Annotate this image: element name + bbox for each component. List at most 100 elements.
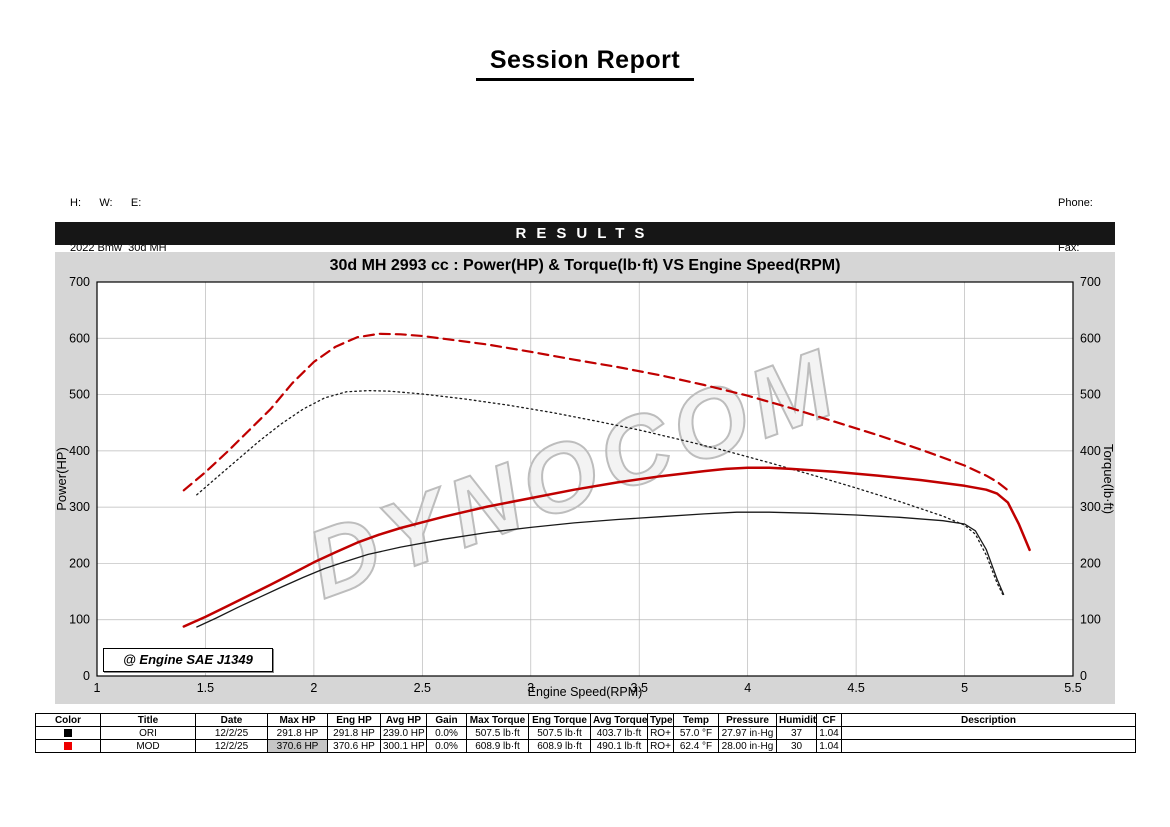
color-swatch — [64, 741, 72, 750]
column-header-gain: Gain — [426, 713, 467, 727]
left-axis-label: Power(HP) — [55, 447, 69, 511]
cell-pressure: 27.97 in·Hg — [718, 726, 777, 740]
table-header-row: Color Title Date Max HP Eng HP Avg HP Gain Max … — [35, 713, 1136, 727]
cell-title: ORI — [100, 726, 196, 740]
vehicle-info: H: W: E: 2022 Bmw 30d MH — [70, 166, 167, 286]
cell-type: RO+ — [647, 726, 674, 740]
column-header-pressure: Pressure — [718, 713, 777, 727]
cell-max-hp: 370.6 HP — [267, 739, 328, 753]
y-tick-label-left: 200 — [69, 556, 90, 570]
phone-label: Phone: — [1058, 197, 1093, 209]
cell-humidity: 37 — [776, 726, 817, 740]
x-tick-label: 1.5 — [197, 681, 214, 695]
y-tick-label-left: 500 — [69, 388, 90, 402]
x-axis-label: Engine Speed(RPM) — [528, 685, 643, 699]
cell-max-torque: 608.9 lb·ft — [466, 739, 529, 753]
cell-max-torque: 507.5 lb·ft — [466, 726, 529, 740]
cell-gain: 0.0% — [426, 739, 467, 753]
color-cell — [35, 739, 101, 753]
page-title: Session Report — [475, 46, 695, 81]
x-tick-label: 1 — [94, 681, 101, 695]
color-swatch — [64, 728, 72, 737]
table-row-mod: MOD 12/2/25 370.6 HP 370.6 HP 300.1 HP 0.0% 60… — [35, 739, 1136, 753]
column-header-eng-hp: Eng HP — [327, 713, 381, 727]
cell-eng-torque: 507.5 lb·ft — [528, 726, 591, 740]
cell-temp: 62.4 °F — [673, 739, 719, 753]
x-tick-label: 4 — [744, 681, 751, 695]
vehicle-name: 2022 Bmw 30d MH — [70, 242, 167, 254]
results-table: Color Title Date Max HP Eng HP Avg HP Gain Max … — [35, 713, 1136, 753]
column-header-max-torque: Max Torque — [466, 713, 529, 727]
table-row-ori: ORI 12/2/25 291.8 HP 291.8 HP 239.0 HP 0.0% 50… — [35, 726, 1136, 740]
cell-cf: 1.04 — [816, 726, 842, 740]
y-tick-label-left: 100 — [69, 613, 90, 627]
x-tick-label: 5.5 — [1064, 681, 1081, 695]
cell-cf: 1.04 — [816, 739, 842, 753]
cell-date: 12/2/25 — [195, 739, 268, 753]
right-axis-label: Torque(lb·ft) — [1101, 444, 1115, 514]
y-tick-label-right: 200 — [1080, 556, 1101, 570]
column-header-eng-torque: Eng Torque — [528, 713, 591, 727]
y-tick-label-right: 0 — [1080, 669, 1087, 683]
x-tick-label: 3.5 — [631, 681, 648, 695]
x-tick-label: 5 — [961, 681, 968, 695]
y-tick-label-left: 300 — [69, 500, 90, 514]
column-header-avg-torque: Avg Torque — [590, 713, 648, 727]
column-header-temp: Temp — [673, 713, 719, 727]
curve-mod-torque — [182, 332, 1010, 492]
cell-eng-hp: 291.8 HP — [327, 726, 381, 740]
column-header-humidity: Humidity — [776, 713, 817, 727]
sae-correction-text: @ Engine SAE J1349 — [123, 652, 253, 667]
cell-title: MOD — [100, 739, 196, 753]
column-header-cf: CF — [816, 713, 842, 727]
y-tick-label-right: 700 — [1080, 275, 1101, 289]
column-header-max-hp: Max HP — [267, 713, 328, 727]
cell-avg-hp: 300.1 HP — [380, 739, 427, 753]
cell-avg-torque: 490.1 lb·ft — [590, 739, 648, 753]
cell-date: 12/2/25 — [195, 726, 268, 740]
column-header-type: Type — [647, 713, 674, 727]
hwe-labels: H: W: E: — [70, 197, 142, 209]
y-tick-label-right: 400 — [1080, 444, 1101, 458]
sae-correction-label: @ Engine SAE J1349 — [103, 648, 273, 672]
page-title-wrap: Session Report — [0, 46, 1170, 81]
x-tick-label: 2 — [310, 681, 317, 695]
cell-description — [841, 739, 1136, 753]
cell-humidity: 30 — [776, 739, 817, 753]
column-header-description: Description — [841, 713, 1136, 727]
cell-pressure: 28.00 in·Hg — [718, 739, 777, 753]
cell-avg-hp: 239.0 HP — [380, 726, 427, 740]
x-tick-label: 3 — [527, 681, 534, 695]
column-header-avg-hp: Avg HP — [380, 713, 427, 727]
column-header-title: Title — [100, 713, 196, 727]
column-header-date: Date — [195, 713, 268, 727]
cell-eng-hp: 370.6 HP — [327, 739, 381, 753]
cell-description — [841, 726, 1136, 740]
cell-max-hp: 291.8 HP — [267, 726, 328, 740]
y-tick-label-left: 0 — [83, 669, 90, 683]
curve-mod-power — [182, 466, 1031, 628]
chart-title: 30d MH 2993 cc : Power(HP) & Torque(lb·f… — [329, 257, 841, 274]
cell-eng-torque: 608.9 lb·ft — [528, 739, 591, 753]
y-tick-label-right: 500 — [1080, 388, 1101, 402]
contact-info: Phone: Fax: — [1058, 166, 1093, 286]
cell-type: RO+ — [647, 739, 674, 753]
cell-temp: 57.0 °F — [673, 726, 719, 740]
y-tick-label-left: 600 — [69, 331, 90, 345]
y-tick-label-right: 600 — [1080, 331, 1101, 345]
y-tick-label-right: 100 — [1080, 613, 1101, 627]
cell-avg-torque: 403.7 lb·ft — [590, 726, 648, 740]
x-tick-label: 2.5 — [414, 681, 431, 695]
curve-ori-torque — [196, 389, 1005, 597]
results-banner: RESULTS — [55, 222, 1115, 245]
y-tick-label-left: 700 — [69, 275, 90, 289]
column-header-color: Color — [35, 713, 101, 727]
fax-label: Fax: — [1058, 242, 1080, 254]
cell-gain: 0.0% — [426, 726, 467, 740]
y-tick-label-left: 400 — [69, 444, 90, 458]
color-cell — [35, 726, 101, 740]
plot-border — [96, 281, 1074, 677]
y-tick-label-right: 300 — [1080, 500, 1101, 514]
